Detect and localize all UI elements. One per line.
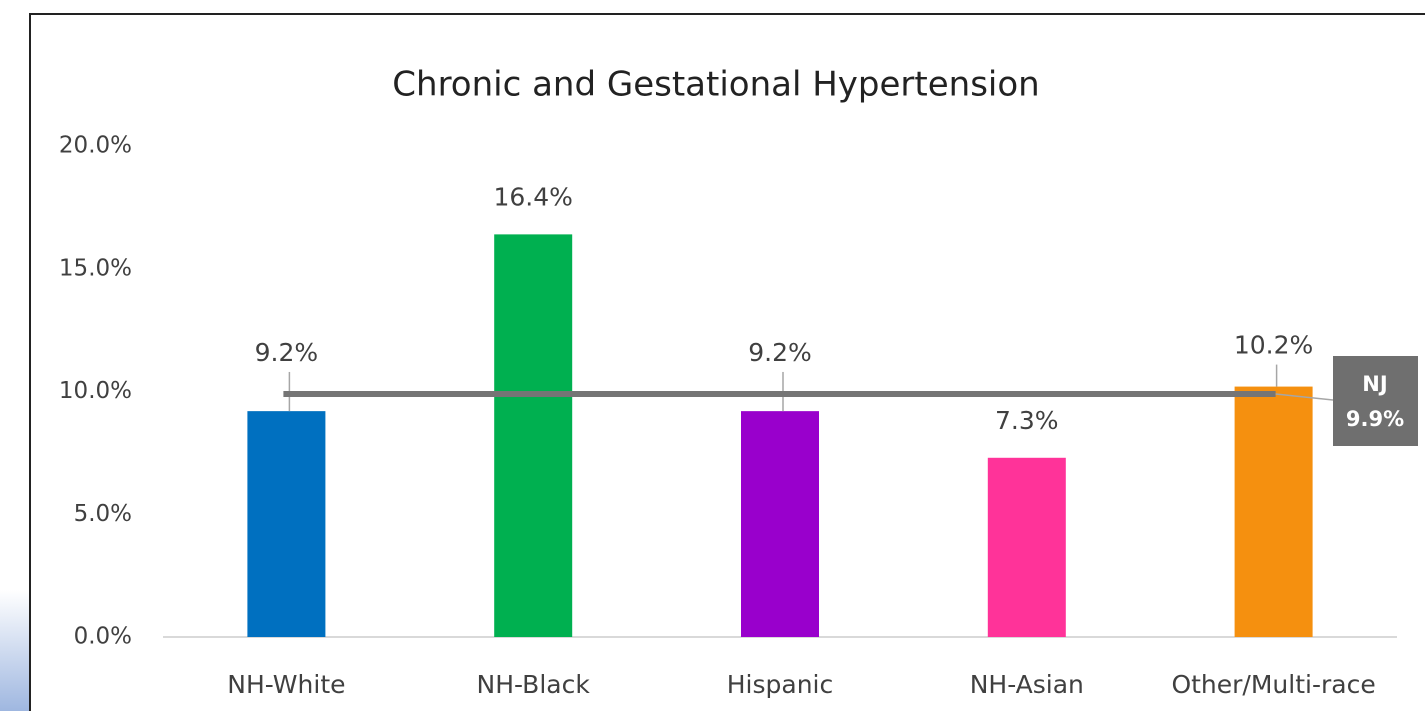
- y-tick-label: 20.0%: [59, 133, 132, 159]
- bar: [1234, 386, 1313, 637]
- data-label: 9.2%: [748, 338, 812, 367]
- chart-title: Chronic and Gestational Hypertension: [392, 65, 1039, 105]
- x-tick-label: Other/Multi-race: [1171, 670, 1375, 699]
- reference-value: 9.9%: [1346, 407, 1404, 431]
- reference-name: NJ: [1362, 372, 1387, 396]
- bar: [494, 234, 573, 637]
- data-label: 7.3%: [995, 406, 1059, 435]
- x-tick-label: Hispanic: [727, 670, 834, 699]
- y-tick-label: 10.0%: [59, 378, 132, 404]
- data-label: 9.2%: [255, 338, 319, 367]
- x-tick-label: NH-Asian: [970, 670, 1084, 699]
- chart-frame: [29, 13, 1425, 715]
- reference-label-box: [1333, 356, 1418, 446]
- data-label: 10.2%: [1234, 331, 1313, 360]
- leader-line: [1275, 393, 1334, 401]
- data-label: 16.4%: [493, 182, 572, 211]
- x-tick-label: NH-Black: [477, 670, 591, 699]
- bar: [987, 457, 1066, 637]
- y-tick-label: 5.0%: [74, 501, 132, 527]
- bar: [247, 411, 326, 637]
- background-decoration: [0, 590, 30, 711]
- x-tick-label: NH-White: [227, 670, 345, 699]
- y-tick-label: 0.0%: [74, 624, 132, 650]
- y-tick-label: 15.0%: [59, 255, 132, 281]
- bar: [741, 411, 819, 637]
